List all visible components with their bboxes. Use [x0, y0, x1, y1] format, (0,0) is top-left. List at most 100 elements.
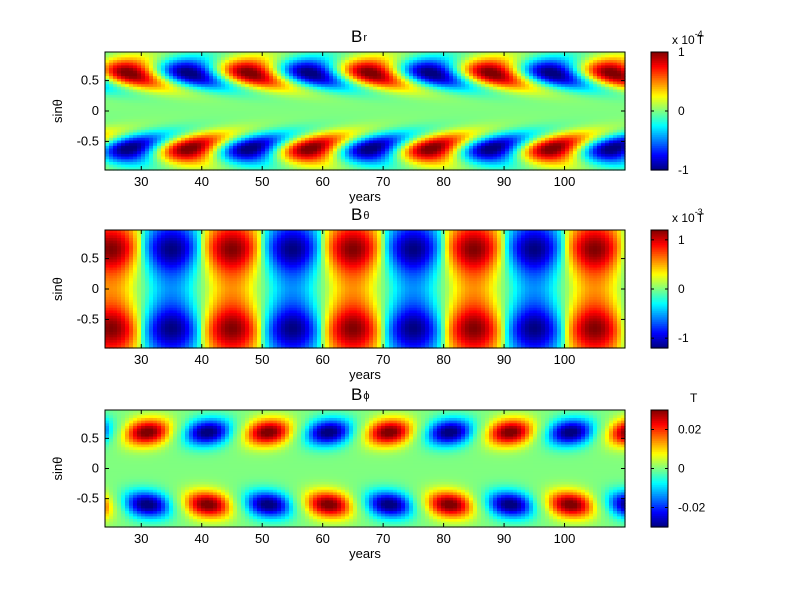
- heatmap-cell: [249, 68, 254, 72]
- heatmap-cell: [245, 164, 250, 168]
- heatmap-cell: [165, 92, 170, 96]
- heatmap-cell: [197, 116, 202, 120]
- heatmap-cell: [189, 124, 194, 128]
- heatmap-cell: [141, 151, 146, 155]
- heatmap-cell: [237, 121, 242, 126]
- heatmap-cell: [141, 124, 146, 128]
- heatmap-cell: [141, 140, 146, 144]
- heatmap-cell: [261, 52, 266, 56]
- heatmap-cell: [265, 143, 270, 147]
- heatmap-cell: [253, 92, 258, 96]
- heatmap-cell: [189, 65, 194, 69]
- heatmap-cell: [241, 70, 246, 75]
- heatmap-cell: [105, 89, 110, 93]
- heatmap-cell: [253, 137, 258, 142]
- heatmap-cell: [265, 78, 270, 83]
- heatmap-cell: [241, 102, 246, 107]
- heatmap-cell: [233, 164, 238, 168]
- heatmap-cell: [129, 52, 134, 56]
- heatmap-cell: [141, 111, 146, 115]
- heatmap-cell: [261, 94, 266, 99]
- heatmap-cell: [213, 161, 218, 166]
- heatmap-cell: [141, 76, 146, 80]
- heatmap-cell: [141, 73, 146, 77]
- heatmap-cell: [149, 111, 154, 115]
- heatmap-cell: [209, 113, 214, 117]
- heatmap-cell: [189, 119, 194, 123]
- heatmap-cell: [113, 89, 118, 93]
- heatmap-cell: [253, 70, 258, 75]
- heatmap-cell: [181, 161, 186, 166]
- heatmap-cell: [225, 92, 230, 96]
- heatmap-cell: [261, 153, 266, 158]
- heatmap-cell: [137, 132, 142, 136]
- heatmap-cell: [185, 111, 190, 115]
- heatmap-cell: [253, 54, 258, 58]
- heatmap-cell: [193, 97, 198, 101]
- heatmap-cell: [217, 153, 222, 158]
- heatmap-cell: [161, 113, 166, 117]
- heatmap-cell: [233, 121, 238, 126]
- heatmap-cell: [233, 97, 238, 101]
- heatmap-cell: [261, 129, 266, 134]
- heatmap-cell: [217, 135, 222, 139]
- heatmap-cell: [145, 62, 150, 67]
- heatmap-cell: [117, 124, 122, 128]
- heatmap-cell: [153, 129, 158, 134]
- heatmap-cell: [185, 52, 190, 56]
- heatmap-cell: [161, 94, 166, 99]
- heatmap-cell: [201, 140, 206, 144]
- heatmap-cell: [253, 119, 258, 123]
- heatmap-cell: [233, 68, 238, 72]
- heatmap-cell: [181, 97, 186, 101]
- heatmap-cell: [205, 167, 210, 171]
- heatmap-cell: [141, 156, 146, 160]
- heatmap-cell: [197, 153, 202, 158]
- heatmap-cell: [245, 86, 250, 91]
- heatmap-cell: [137, 97, 142, 101]
- heatmap-cell: [125, 121, 130, 126]
- heatmap-cell: [245, 105, 250, 109]
- heatmap-cell: [265, 108, 270, 112]
- heatmap-cell: [177, 84, 182, 88]
- heatmap-cell: [221, 119, 226, 123]
- heatmap-cell: [193, 129, 198, 134]
- heatmap-cell: [201, 119, 206, 123]
- heatmap-cell: [257, 81, 262, 85]
- heatmap-cell: [233, 65, 238, 69]
- heatmap-cell: [221, 73, 226, 77]
- heatmap-cell: [165, 65, 170, 69]
- heatmap-cell: [121, 159, 126, 163]
- heatmap-cell: [217, 132, 222, 136]
- heatmap-cell: [181, 70, 186, 75]
- heatmap-cell: [265, 105, 270, 109]
- heatmap-cell: [133, 153, 138, 158]
- heatmap-cell: [133, 89, 138, 93]
- heatmap-cell: [133, 167, 138, 171]
- heatmap-cell: [245, 121, 250, 126]
- heatmap-cell: [245, 153, 250, 158]
- heatmap-cell: [217, 76, 222, 80]
- heatmap-cell: [125, 105, 130, 109]
- heatmap-cell: [233, 143, 238, 147]
- heatmap-cell: [165, 167, 170, 171]
- heatmap-cell: [137, 127, 142, 131]
- heatmap-cell: [125, 129, 130, 134]
- heatmap-cell: [129, 108, 134, 112]
- heatmap-cell: [213, 68, 218, 72]
- heatmap-cell: [161, 156, 166, 160]
- heatmap-cell: [217, 92, 222, 96]
- heatmap-cell: [113, 116, 118, 120]
- heatmap-cell: [261, 100, 266, 104]
- heatmap-cell: [237, 153, 242, 158]
- heatmap-cell: [145, 108, 150, 112]
- heatmap-cell: [265, 167, 270, 171]
- heatmap-cell: [145, 121, 150, 126]
- heatmap-cell: [109, 113, 114, 117]
- heatmap-cell: [173, 78, 178, 83]
- heatmap-cell: [165, 121, 170, 126]
- heatmap-cell: [233, 137, 238, 142]
- heatmap-cell: [157, 54, 162, 58]
- heatmap-cell: [137, 119, 142, 123]
- heatmap-cell: [181, 143, 186, 147]
